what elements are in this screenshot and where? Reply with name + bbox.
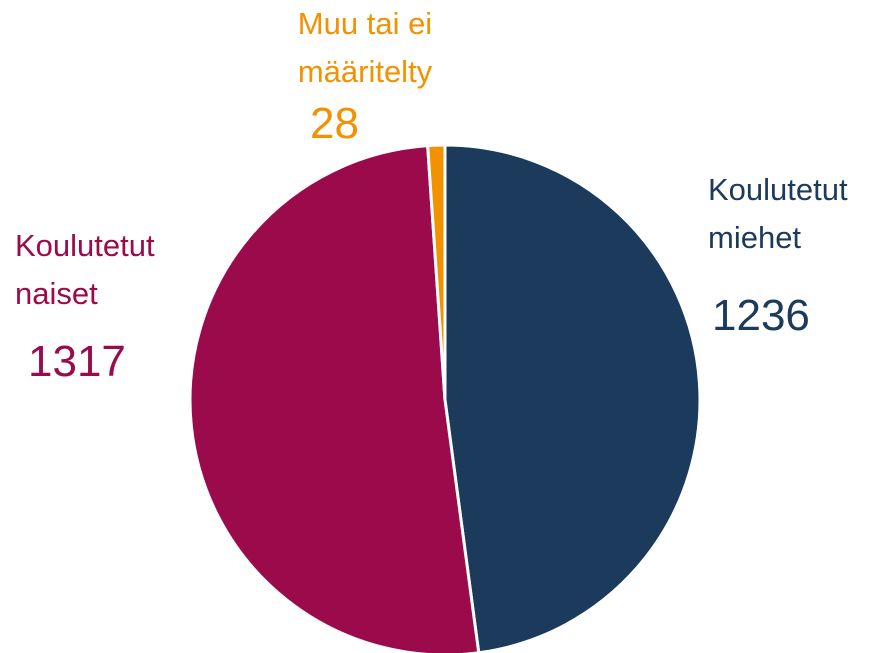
pie-slice (443, 143, 702, 653)
value-label: 1236 (712, 291, 810, 340)
pie-slice (188, 143, 481, 653)
value-label: 1317 (28, 337, 126, 386)
slice-label: Koulutetut naiset (15, 228, 155, 311)
slice-label: Muu tai ei määritelty (297, 6, 433, 89)
slice-label: Koulutetut miehet (708, 172, 848, 255)
pie-slice (426, 143, 447, 401)
value-label: 28 (310, 99, 359, 148)
